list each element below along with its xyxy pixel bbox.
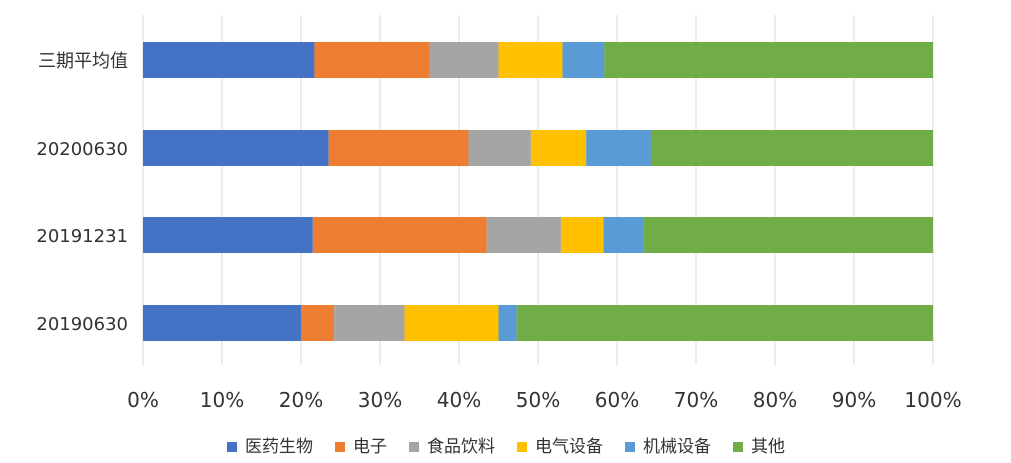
bar-segment (560, 217, 604, 253)
y-category-label: 20190630 (36, 314, 128, 335)
bar-segment (143, 42, 315, 78)
bar-segment (530, 130, 587, 166)
y-axis: 三期平均值 20200630 20191231 20190630 (36, 51, 128, 335)
x-tick-label: 80% (753, 388, 797, 412)
bar-segment (428, 42, 499, 78)
bar-segment (143, 305, 301, 341)
x-tick-label: 20% (279, 388, 323, 412)
x-axis: 0% 10% 20% 30% 40% 50% 60% 70% 80% 90% 100% (127, 388, 961, 412)
y-category-label: 三期平均值 (38, 51, 128, 72)
y-category-label: 20200630 (36, 139, 128, 160)
legend-swatch (409, 442, 419, 452)
x-tick-label: 40% (437, 388, 481, 412)
legend-label: 医药生物 (245, 437, 313, 457)
bar-segment (486, 217, 561, 253)
bar-segment (328, 130, 469, 166)
legend-label: 电气设备 (535, 437, 603, 457)
legend-label: 机械设备 (643, 437, 711, 457)
x-tick-label: 70% (674, 388, 718, 412)
legend-swatch (517, 442, 527, 452)
bar-segment (312, 217, 487, 253)
x-tick-label: 30% (358, 388, 402, 412)
bar-segment (314, 42, 429, 78)
bar-segment (404, 305, 499, 341)
bar-segment (650, 130, 933, 166)
x-tick-label: 90% (832, 388, 876, 412)
legend: 医药生物 电子 食品饮料 电气设备 机械设备 其他 (227, 437, 785, 457)
bars (143, 42, 933, 341)
legend-label: 食品饮料 (427, 437, 495, 457)
x-tick-label: 10% (200, 388, 244, 412)
y-category-label: 20191231 (36, 226, 128, 247)
bar-segment (562, 42, 605, 78)
bar-segment (603, 217, 644, 253)
x-tick-label: 0% (127, 388, 159, 412)
legend-label: 电子 (353, 437, 387, 457)
bar-segment (301, 305, 335, 341)
legend-swatch (335, 442, 345, 452)
bar-segment (586, 130, 651, 166)
x-tick-label: 100% (904, 388, 961, 412)
bar-segment (516, 305, 933, 341)
bar-segment (498, 305, 517, 341)
bar-segment (143, 130, 329, 166)
legend-label: 其他 (751, 437, 785, 457)
bar-segment (143, 217, 313, 253)
bar-segment (604, 42, 933, 78)
x-tick-label: 60% (595, 388, 639, 412)
legend-swatch (625, 442, 635, 452)
legend-swatch (227, 442, 237, 452)
bar-segment (468, 130, 531, 166)
legend-swatch (733, 442, 743, 452)
bar-segment (643, 217, 933, 253)
x-tick-label: 50% (516, 388, 560, 412)
bar-segment (334, 305, 405, 341)
bar-segment (498, 42, 563, 78)
